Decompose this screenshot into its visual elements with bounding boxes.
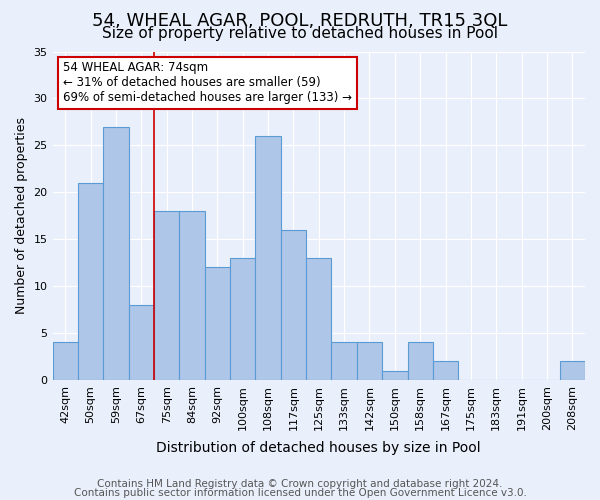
X-axis label: Distribution of detached houses by size in Pool: Distribution of detached houses by size … bbox=[157, 441, 481, 455]
Text: 54, WHEAL AGAR, POOL, REDRUTH, TR15 3QL: 54, WHEAL AGAR, POOL, REDRUTH, TR15 3QL bbox=[92, 12, 508, 30]
Text: Contains HM Land Registry data © Crown copyright and database right 2024.: Contains HM Land Registry data © Crown c… bbox=[97, 479, 503, 489]
Text: 54 WHEAL AGAR: 74sqm
← 31% of detached houses are smaller (59)
69% of semi-detac: 54 WHEAL AGAR: 74sqm ← 31% of detached h… bbox=[63, 62, 352, 104]
Bar bbox=[306, 258, 331, 380]
Y-axis label: Number of detached properties: Number of detached properties bbox=[15, 118, 28, 314]
Bar bbox=[382, 370, 407, 380]
Bar bbox=[433, 362, 458, 380]
Text: Contains public sector information licensed under the Open Government Licence v3: Contains public sector information licen… bbox=[74, 488, 526, 498]
Bar bbox=[128, 305, 154, 380]
Text: Size of property relative to detached houses in Pool: Size of property relative to detached ho… bbox=[102, 26, 498, 41]
Bar bbox=[357, 342, 382, 380]
Bar bbox=[103, 126, 128, 380]
Bar bbox=[205, 268, 230, 380]
Bar bbox=[230, 258, 256, 380]
Bar bbox=[560, 362, 585, 380]
Bar bbox=[407, 342, 433, 380]
Bar bbox=[179, 211, 205, 380]
Bar bbox=[53, 342, 78, 380]
Bar bbox=[256, 136, 281, 380]
Bar bbox=[78, 183, 103, 380]
Bar bbox=[331, 342, 357, 380]
Bar bbox=[281, 230, 306, 380]
Bar bbox=[154, 211, 179, 380]
